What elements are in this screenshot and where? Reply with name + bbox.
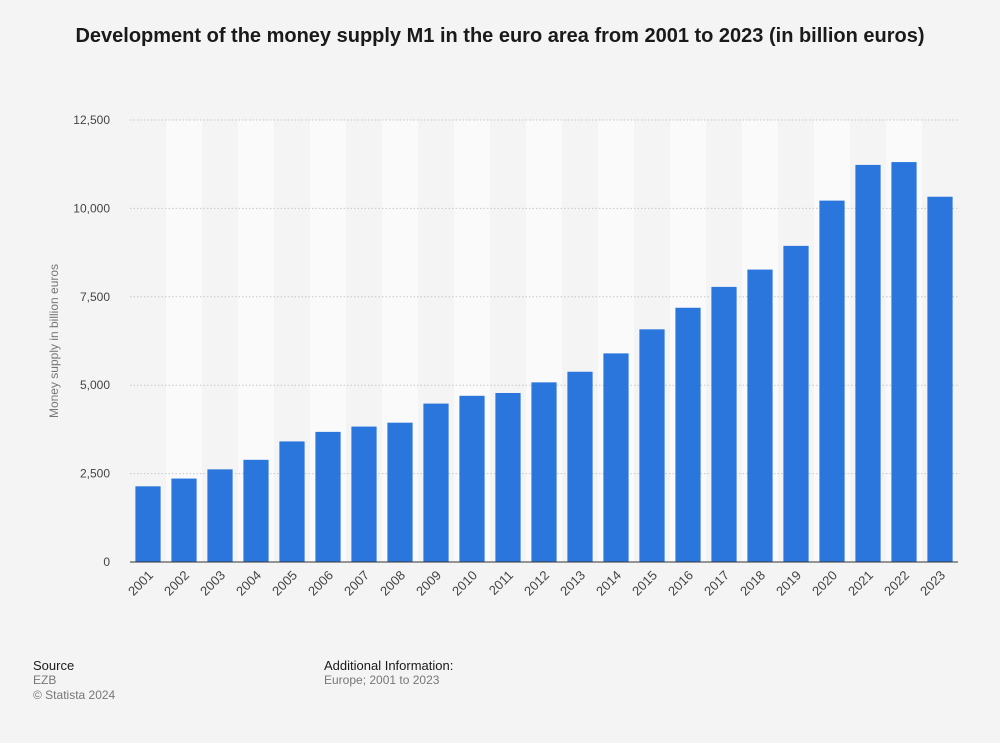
bar-2018[interactable] [747,269,773,562]
copyright-text[interactable]: © Statista 2024 [33,688,116,702]
bar-2005[interactable] [279,441,305,562]
bar-2021[interactable] [855,164,881,562]
source-heading: Source [33,658,75,673]
x-tick-label: 2021 [845,568,876,599]
x-tick-label: 2022 [881,568,912,599]
bar-2022[interactable] [891,162,917,562]
additional-info-text: Europe; 2001 to 2023 [324,673,440,687]
x-tick-label: 2002 [161,568,192,599]
y-axis-ticks: 0 2,500 5,000 7,500 10,000 12,500 [73,113,110,569]
bar-2015[interactable] [639,329,665,562]
y-axis-label: Money supply in billion euros [47,264,61,418]
x-tick-label: 2018 [737,568,768,599]
bar-2020[interactable] [819,200,845,563]
x-tick-label: 2016 [665,568,696,599]
x-tick-label: 2019 [773,568,804,599]
bar-2001[interactable] [135,486,161,562]
x-tick-label: 2014 [593,568,624,599]
y-tick-label: 10,000 [73,201,110,215]
bar-2004[interactable] [243,459,269,562]
source-name[interactable]: EZB [33,673,57,687]
bar-2002[interactable] [171,478,197,562]
x-tick-label: 2012 [521,568,552,599]
bar-2011[interactable] [495,392,521,562]
bar-2007[interactable] [351,426,377,562]
bars [135,162,953,563]
bar-2010[interactable] [459,395,485,562]
bar-2003[interactable] [207,469,233,562]
x-tick-label: 2010 [449,568,480,599]
bar-2013[interactable] [567,371,593,562]
bar-2009[interactable] [423,403,449,562]
y-tick-label: 12,500 [73,113,110,127]
x-tick-label: 2005 [269,568,300,599]
y-tick-label: 2,500 [80,467,110,481]
bar-2023[interactable] [927,196,953,562]
x-tick-label: 2001 [125,568,156,599]
chart-title: Development of the money supply M1 in th… [75,25,925,47]
x-tick-label: 2008 [377,568,408,599]
bar-2008[interactable] [387,422,413,562]
bar-2016[interactable] [675,307,701,562]
bar-2014[interactable] [603,353,629,562]
x-tick-label: 2017 [701,568,732,599]
x-tick-label: 2009 [413,568,444,599]
y-tick-label: 0 [103,555,110,569]
x-tick-label: 2023 [917,568,948,599]
y-tick-label: 5,000 [80,378,110,392]
x-tick-label: 2004 [233,568,264,599]
y-tick-label: 7,500 [80,290,110,304]
additional-info-heading: Additional Information: [324,658,454,673]
x-tick-label: 2015 [629,568,660,599]
bar-2017[interactable] [711,286,737,562]
x-tick-label: 2011 [486,568,516,598]
source-block: Source EZB © Statista 2024 [33,658,115,703]
x-tick-label: 2013 [557,568,588,599]
x-tick-label: 2006 [305,568,336,599]
x-tick-label: 2020 [809,568,840,599]
bar-2006[interactable] [315,431,341,562]
bar-2019[interactable] [783,245,809,563]
additional-info-block: Additional Information: Europe; 2001 to … [324,658,453,688]
x-tick-label: 2003 [197,568,228,599]
x-tick-label: 2007 [341,568,372,599]
bar-2012[interactable] [531,382,557,562]
x-axis-ticks: 2001 2002 2003 2004 2005 2006 2007 2008 2009 2010… [125,568,948,599]
